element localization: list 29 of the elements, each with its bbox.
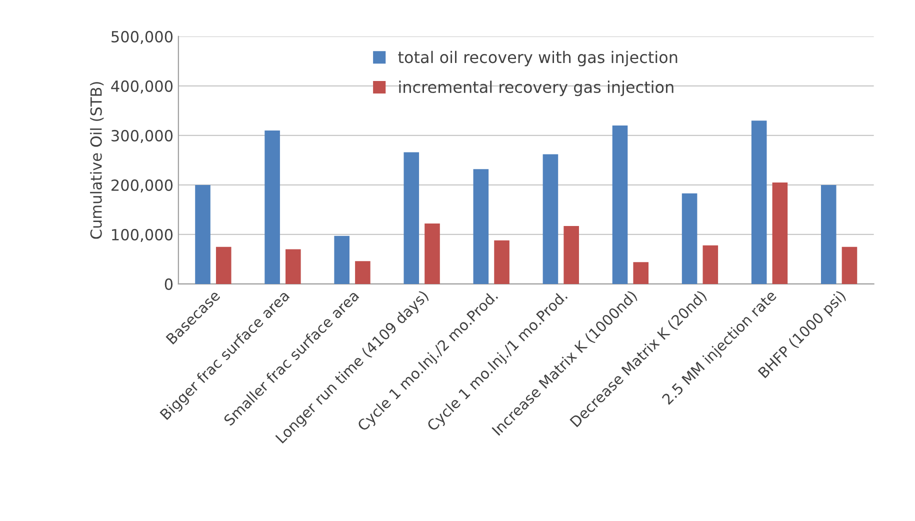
bar [473,169,489,284]
bar [612,126,628,284]
bar [820,184,836,284]
bar [751,120,767,284]
bar [772,182,788,284]
bar [842,246,858,284]
bar [564,226,579,284]
y-tick-label: 0 [164,278,173,290]
legend-label: incremental recovery gas injection [399,80,674,96]
bar [216,246,232,284]
bar [424,224,440,284]
y-axis-title: Cumulative Oil (STB) [90,82,104,239]
bar [334,236,350,284]
bar [404,152,420,284]
bar [633,262,649,284]
bar [494,240,510,284]
bar [355,261,370,284]
y-tick-label: 100,000 [112,228,173,242]
y-tick-label: 400,000 [111,80,173,94]
bar [702,245,718,284]
y-tick-label: 300,000 [112,130,173,144]
bar [264,130,280,284]
legend-label: total oil recovery with gas injection [398,50,678,66]
bar [286,249,301,284]
y-tick-label: 500,000 [112,30,173,44]
bar [195,184,210,284]
bar [682,193,698,284]
y-tick-label: 200,000 [112,179,173,193]
bar [542,154,558,284]
